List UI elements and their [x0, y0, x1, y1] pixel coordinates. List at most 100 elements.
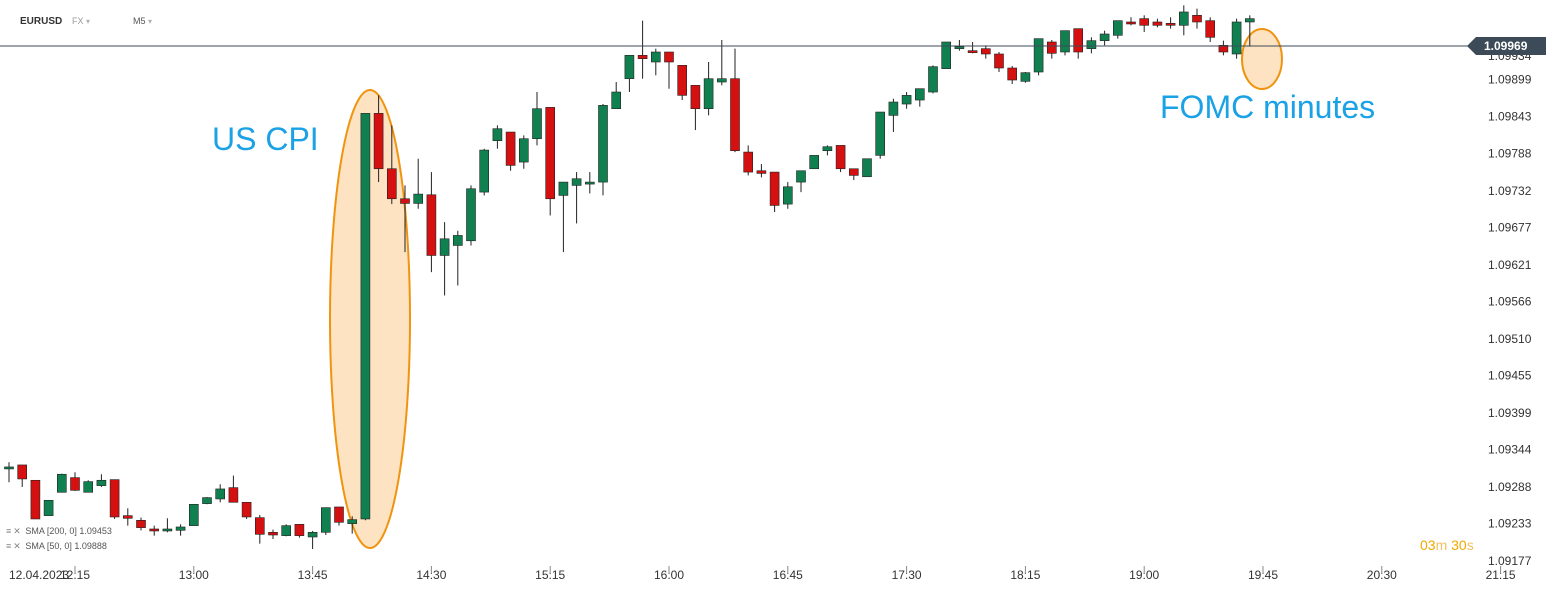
y-tick-label: 1.09399	[1488, 406, 1532, 420]
candle-body	[1020, 72, 1031, 82]
timeframe-label: M5	[133, 16, 146, 26]
candle-body	[492, 128, 503, 142]
candle	[611, 82, 622, 110]
candle	[228, 475, 239, 503]
candle-body	[650, 51, 661, 63]
candle	[1245, 15, 1255, 47]
candle	[875, 111, 886, 159]
candle-body	[1152, 21, 1163, 26]
annotation-fomc-minutes: FOMC minutes	[1160, 89, 1376, 125]
candle	[202, 496, 212, 505]
y-tick-label: 1.09177	[1488, 554, 1532, 568]
x-tick-label: 18:15	[1010, 568, 1040, 582]
candle-body	[664, 51, 674, 63]
candle-body	[175, 526, 186, 531]
market-selector[interactable]: FX ▾	[72, 16, 90, 26]
candle-body	[624, 55, 635, 79]
candle	[334, 506, 344, 526]
candle	[954, 39, 965, 51]
indicator-sma-50[interactable]: ≡ ✕ SMA [50, 0] 1.09888	[6, 541, 107, 552]
candle	[136, 517, 146, 531]
countdown-minutes: 03	[1420, 537, 1436, 553]
countdown-seconds: 30	[1451, 537, 1467, 553]
candle-body	[439, 238, 450, 256]
candle	[149, 525, 159, 536]
x-tick-label: 13:45	[298, 568, 328, 582]
candle	[56, 473, 67, 493]
candle	[518, 135, 529, 169]
candle-body	[1073, 28, 1083, 53]
indicator-sma-200[interactable]: ≡ ✕ SMA [200, 0] 1.09453	[6, 526, 112, 537]
candle-body	[202, 497, 212, 504]
candle-body	[162, 528, 173, 532]
highlight-layer	[329, 28, 1283, 549]
candle-body	[928, 66, 938, 93]
candle	[281, 524, 292, 537]
timeframe-selector[interactable]: M5 ▾	[133, 16, 152, 26]
x-tick-label: 16:45	[773, 568, 803, 582]
candle-body	[294, 524, 305, 536]
candle-body	[320, 507, 331, 533]
candle-body	[123, 515, 133, 519]
candle-body	[637, 55, 648, 59]
candle-body	[769, 171, 780, 206]
candle-body	[1126, 21, 1136, 25]
candle	[268, 529, 278, 539]
candle	[123, 508, 133, 526]
candle	[545, 107, 556, 216]
candle-body	[558, 181, 569, 196]
candle-body	[30, 479, 41, 520]
candle	[980, 45, 991, 59]
candle	[677, 65, 688, 101]
candle-body	[426, 194, 437, 256]
candle-body	[241, 501, 252, 518]
candle-body	[1245, 18, 1255, 23]
y-tick-label: 1.09788	[1488, 146, 1532, 160]
symbol-label[interactable]: EURUSD	[20, 16, 63, 27]
candle-body	[347, 519, 358, 524]
candle-body	[888, 101, 899, 116]
candle	[1073, 28, 1083, 59]
candle-body	[386, 168, 397, 200]
candle-body	[598, 105, 608, 183]
candle	[1179, 5, 1189, 36]
candle	[505, 131, 516, 171]
candle	[901, 92, 912, 109]
candle	[571, 172, 582, 224]
y-axis: 1.099341.098991.098431.097881.097321.096…	[1488, 49, 1532, 568]
x-tick-label: 21:15	[1486, 568, 1516, 582]
candle	[664, 51, 674, 89]
candle-body	[1179, 11, 1189, 26]
candle	[584, 172, 595, 194]
candle-body	[400, 198, 410, 204]
candle	[479, 148, 490, 196]
candle-body	[1060, 30, 1070, 53]
candle-body	[281, 525, 292, 536]
candle-body	[571, 178, 582, 186]
candle	[439, 222, 450, 296]
fomc-highlight	[1241, 28, 1283, 90]
candle-body	[17, 464, 28, 480]
candle-body	[1007, 67, 1018, 81]
candle-body	[1086, 40, 1097, 49]
candle	[1218, 40, 1229, 56]
candle	[1086, 37, 1097, 54]
candle	[1060, 30, 1070, 56]
candle-body	[611, 91, 622, 110]
candle	[637, 20, 648, 79]
candle	[769, 171, 780, 213]
x-tick-label: 14:30	[416, 568, 446, 582]
candle-body	[109, 479, 120, 518]
chevron-down-icon: ▾	[148, 17, 153, 26]
close-icon[interactable]: ✕	[13, 541, 21, 551]
candle	[17, 464, 28, 487]
candle-body	[1139, 18, 1149, 26]
close-icon[interactable]: ✕	[13, 526, 21, 536]
candle	[994, 51, 1004, 73]
candle	[1099, 30, 1110, 46]
candle	[241, 501, 252, 519]
y-tick-label: 1.09677	[1488, 220, 1532, 234]
candle	[320, 507, 331, 535]
candle	[347, 516, 358, 534]
